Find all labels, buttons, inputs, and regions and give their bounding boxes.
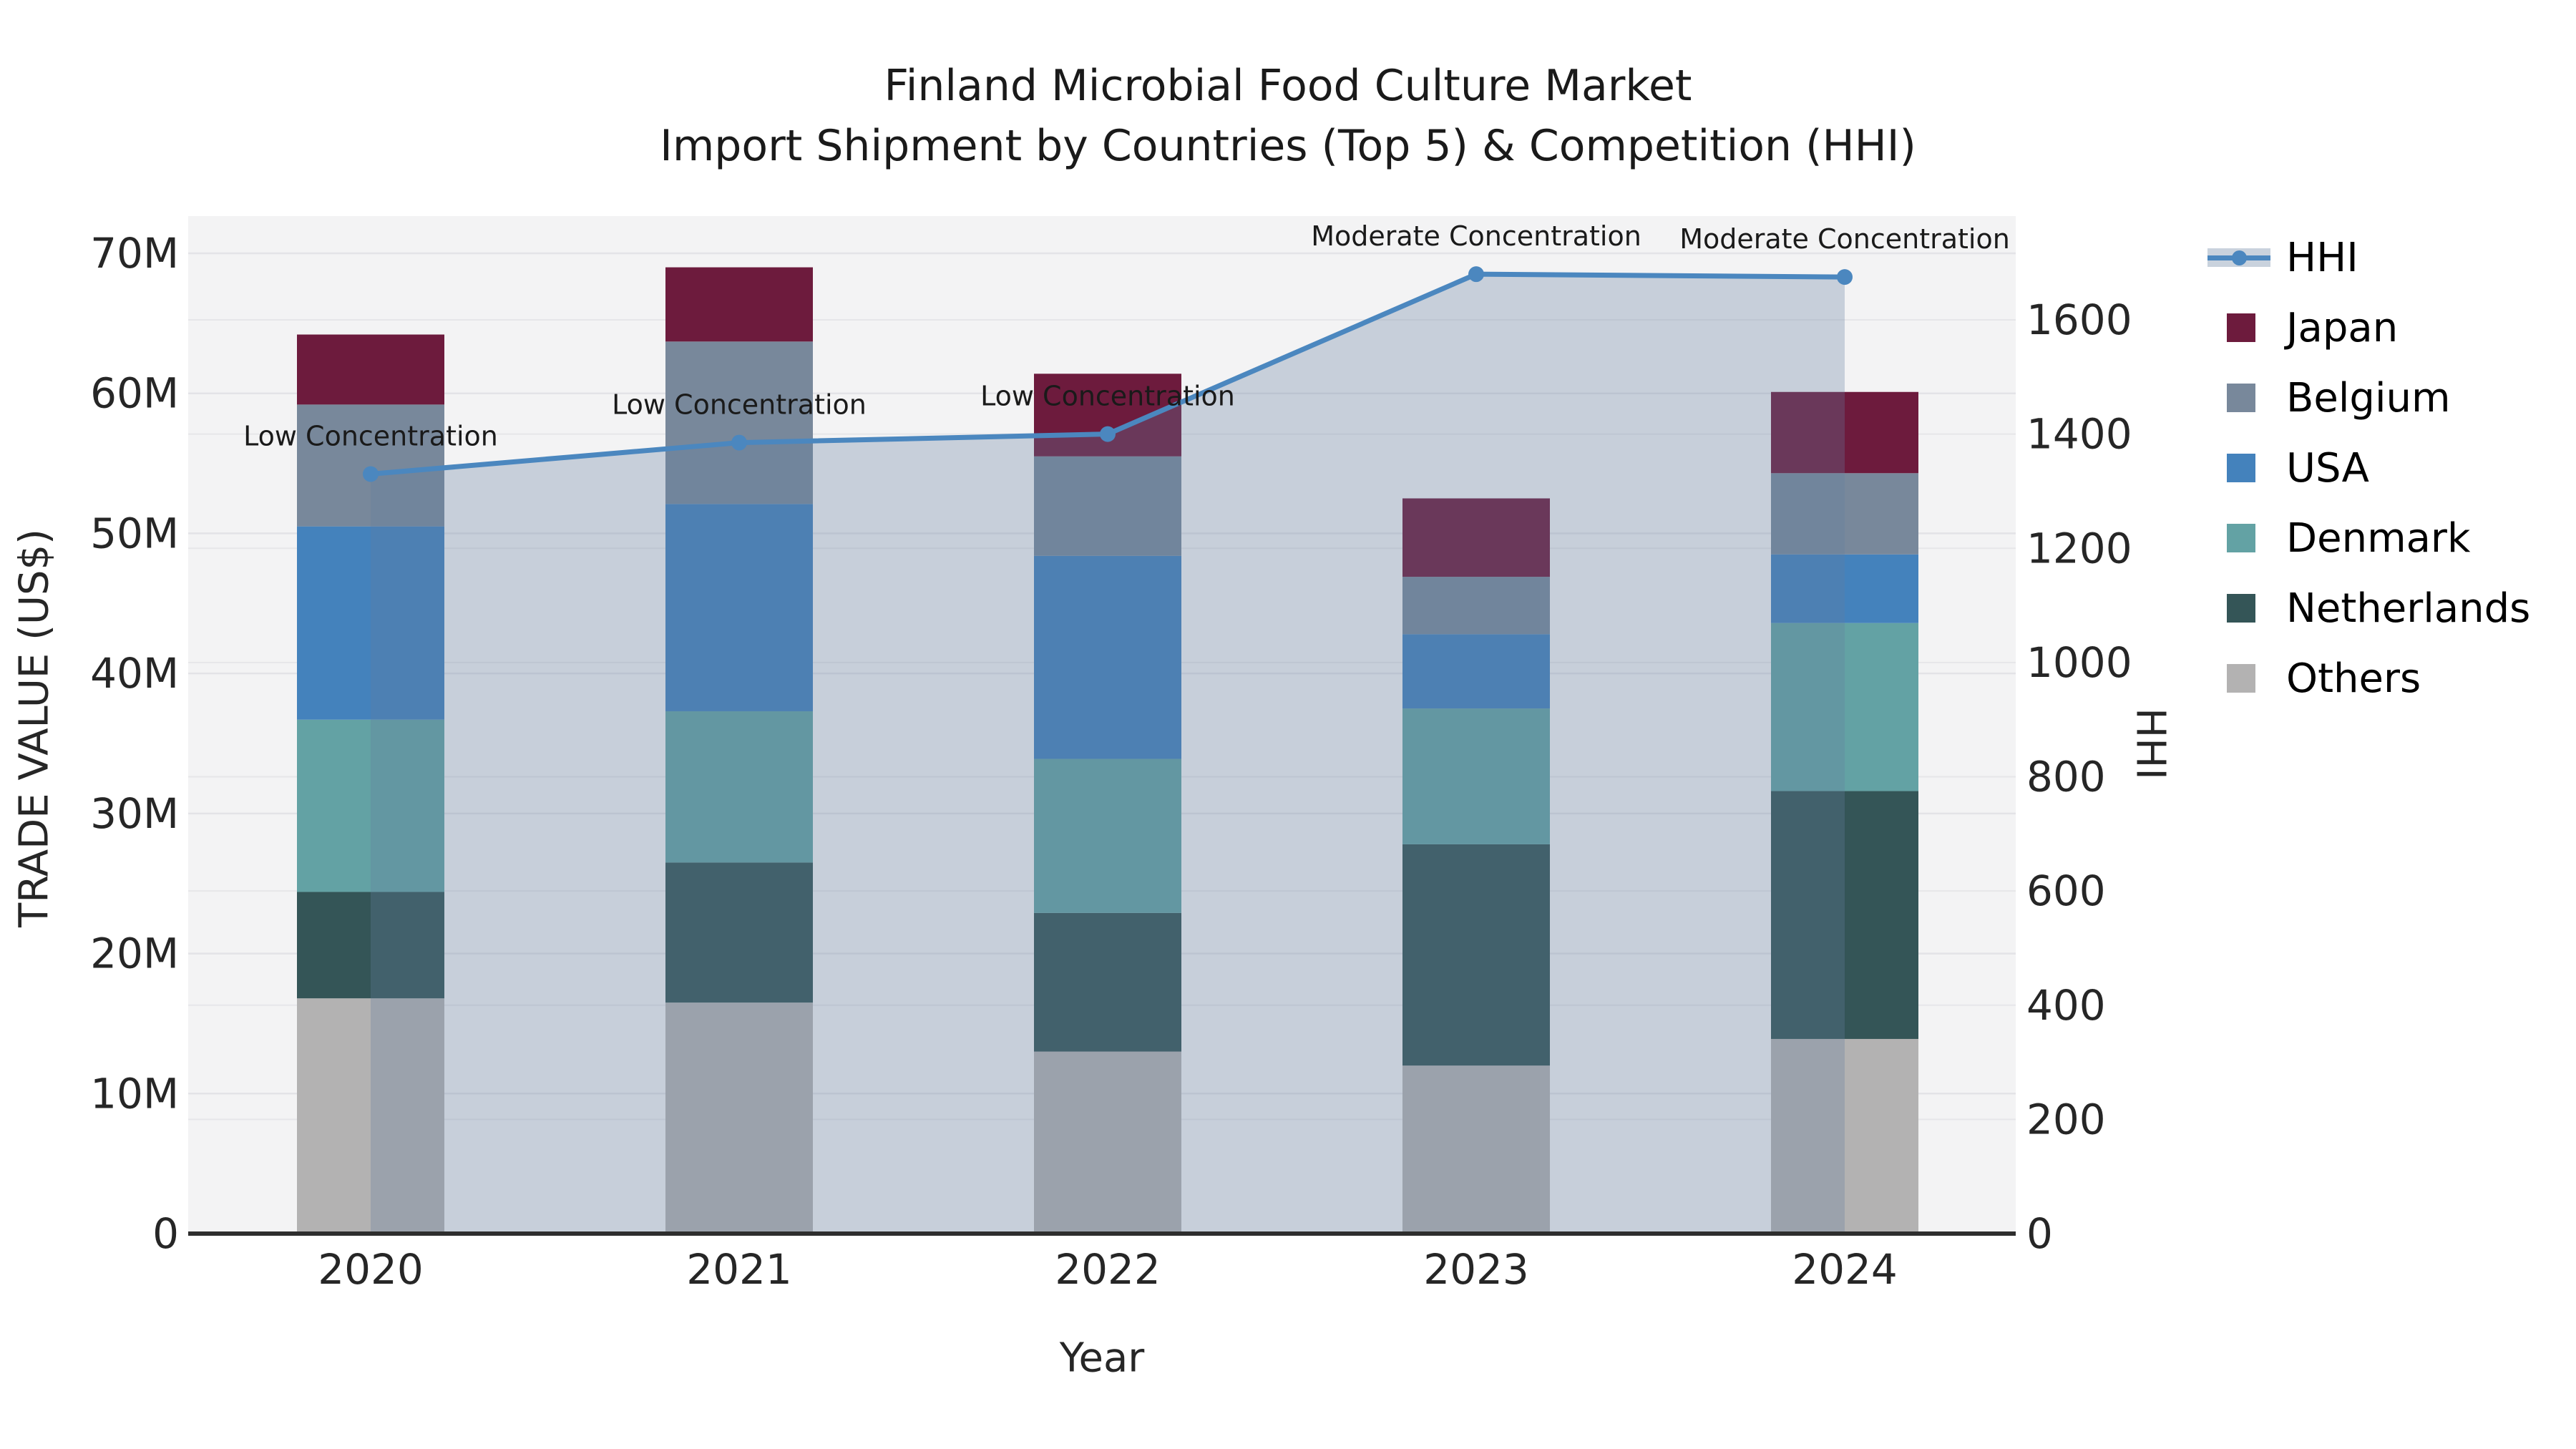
bar-segment-2020-japan (297, 334, 444, 405)
legend: HHI Japan Belgium USA Denmark Netherlands Othe… (2207, 223, 2530, 713)
legend-item-usa: USA (2207, 433, 2530, 503)
legend-swatch (2227, 594, 2255, 623)
legend-swatch (2227, 524, 2255, 552)
bar-segment-2024-netherlands (1771, 791, 1918, 1039)
bar-segment-2023-netherlands (1402, 844, 1550, 1066)
hhi-area (371, 274, 1845, 1234)
legend-item-hhi: HHI (2207, 223, 2530, 293)
bar-segment-2023-japan (1402, 498, 1550, 577)
left-tick-20M: 20M (90, 930, 179, 978)
bar-segment-2022-belgium (1034, 456, 1181, 556)
bar-segment-2024-denmark (1771, 623, 1918, 791)
annotation-2023: Moderate Concentration (1311, 220, 1641, 252)
legend-label: Japan (2286, 304, 2399, 351)
legend-label: HHI (2286, 234, 2358, 281)
right-tick-200: 200 (2026, 1095, 2106, 1143)
left-tick-30M: 30M (90, 789, 179, 838)
legend-item-netherlands: Netherlands (2207, 573, 2530, 643)
hhi-marker-2020 (363, 466, 379, 482)
annotation-2022: Low Concentration (980, 381, 1235, 412)
left-tick-10M: 10M (90, 1069, 179, 1118)
bar-segment-2020-usa (297, 526, 444, 720)
legend-swatch (2227, 384, 2255, 412)
bar-segment-2022-denmark (1034, 758, 1181, 913)
x-tick-2021: 2021 (686, 1245, 792, 1294)
right-tick-0: 0 (2026, 1209, 2053, 1258)
legend-swatch (2227, 313, 2255, 342)
left-axis-title: TRADE VALUE (US$) (11, 529, 58, 927)
legend-label: Denmark (2286, 514, 2471, 562)
bar-segment-2021-usa (665, 504, 813, 711)
bar-segment-2024-belgium (1771, 473, 1918, 555)
legend-swatch (2227, 664, 2255, 693)
legend-label: Belgium (2286, 374, 2451, 421)
x-tick-2023: 2023 (1423, 1245, 1529, 1294)
bar-segment-2020-denmark (297, 719, 444, 892)
bar-segment-2021-belgium (665, 341, 813, 504)
bar-segment-2021-denmark (665, 711, 813, 863)
right-tick-400: 400 (2026, 981, 2106, 1030)
right-tick-1400: 1400 (2026, 410, 2132, 459)
bar-segment-2024-japan (1771, 391, 1918, 474)
legend-label: Netherlands (2286, 585, 2531, 632)
x-axis-line (188, 1231, 2016, 1236)
legend-swatch (2227, 454, 2255, 482)
bar-segment-2022-usa (1034, 555, 1181, 759)
chart-title-line1: Finland Microbial Food Culture Market (884, 61, 1692, 111)
legend-item-denmark: Denmark (2207, 503, 2530, 573)
x-tick-2022: 2022 (1055, 1245, 1161, 1294)
bar-segment-2022-others (1034, 1051, 1181, 1234)
right-tick-800: 800 (2026, 753, 2106, 801)
right-tick-1600: 1600 (2026, 296, 2132, 344)
hhi-marker-2023 (1468, 266, 1484, 283)
hhi-marker-2022 (1100, 426, 1116, 442)
bar-segment-2024-usa (1771, 554, 1918, 623)
left-tick-40M: 40M (90, 649, 179, 698)
bar-segment-2021-others (665, 1002, 813, 1234)
bar-segment-2023-others (1402, 1065, 1550, 1234)
right-axis-title: HHI (2127, 708, 2174, 780)
bar-segment-2021-japan (665, 267, 813, 342)
left-tick-70M: 70M (90, 229, 179, 278)
left-tick-0: 0 (152, 1209, 179, 1258)
bar-segment-2023-denmark (1402, 708, 1550, 844)
bar-segment-2020-others (297, 998, 444, 1234)
right-tick-1200: 1200 (2026, 524, 2132, 572)
bar-segment-2023-belgium (1402, 577, 1550, 635)
annotation-2021: Low Concentration (612, 389, 867, 421)
bar-segment-2022-netherlands (1034, 912, 1181, 1052)
bar-segment-2021-netherlands (665, 862, 813, 1003)
x-tick-2020: 2020 (318, 1245, 424, 1294)
legend-item-others: Others (2207, 643, 2530, 713)
bar-segment-2020-netherlands (297, 892, 444, 999)
right-tick-1000: 1000 (2026, 638, 2132, 687)
annotation-2020: Low Concentration (243, 420, 498, 452)
left-tick-60M: 60M (90, 369, 179, 418)
legend-item-japan: Japan (2207, 293, 2530, 363)
legend-line-sample (2207, 245, 2270, 270)
chart-title: Finland Microbial Food Culture Market Im… (0, 56, 2576, 176)
right-tick-600: 600 (2026, 867, 2106, 915)
hhi-marker-2021 (731, 434, 747, 451)
chart-title-line2: Import Shipment by Countries (Top 5) & C… (660, 121, 1916, 171)
bar-segment-2024-others (1771, 1038, 1918, 1234)
left-tick-50M: 50M (90, 509, 179, 557)
x-tick-2024: 2024 (1792, 1245, 1898, 1294)
bar-segment-2023-usa (1402, 634, 1550, 709)
legend-label: Others (2286, 655, 2421, 702)
legend-label: USA (2286, 444, 2369, 492)
x-axis-title: Year (1059, 1335, 1146, 1382)
hhi-marker-2024 (1837, 269, 1853, 286)
legend-item-belgium: Belgium (2207, 363, 2530, 433)
bar-segment-2020-belgium (297, 404, 444, 527)
annotation-2024: Moderate Concentration (1679, 223, 2010, 255)
